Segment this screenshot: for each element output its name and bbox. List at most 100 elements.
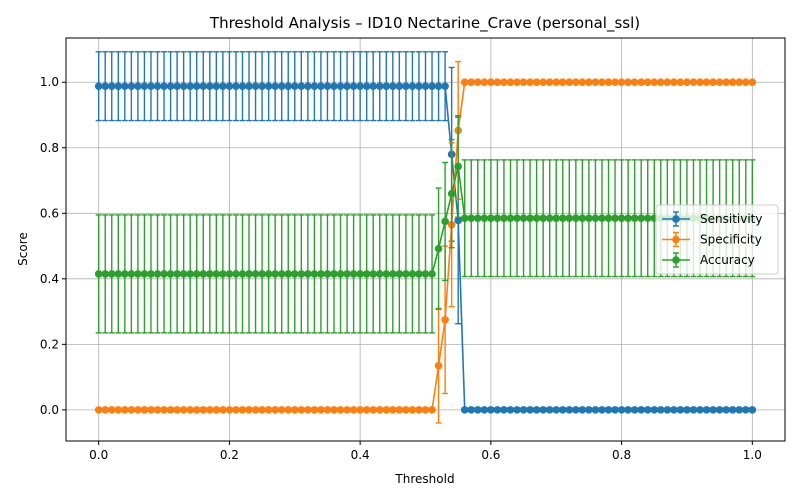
y-tick-label: 1.0 [40, 75, 59, 89]
y-tick-label: 0.4 [40, 272, 59, 286]
sensitivity-point [107, 82, 116, 90]
accuracy-point [140, 270, 149, 278]
sensitivity-point [349, 82, 358, 90]
sensitivity-point [304, 82, 312, 90]
sensitivity-point [545, 406, 554, 414]
accuracy-point [506, 214, 515, 223]
sensitivity-point [343, 82, 351, 90]
sensitivity-point [637, 406, 645, 414]
specificity-point [428, 406, 436, 414]
specificity-point [552, 78, 561, 87]
accuracy-point [552, 214, 561, 223]
sensitivity-point [741, 406, 750, 414]
sensitivity-point [336, 82, 345, 90]
x-tick-label: 0.0 [89, 448, 108, 462]
sensitivity-point [192, 82, 201, 90]
specificity-point [598, 78, 606, 87]
accuracy-point [441, 217, 449, 226]
sensitivity-point [140, 82, 149, 90]
accuracy-point [264, 270, 273, 278]
specificity-point [624, 78, 632, 87]
accuracy-point [421, 270, 430, 278]
accuracy-point [173, 270, 181, 278]
y-axis-label: Score [16, 232, 30, 266]
specificity-point [519, 78, 528, 87]
accuracy-point [323, 270, 332, 278]
sensitivity-point [179, 82, 188, 90]
accuracy-point [591, 214, 600, 223]
accuracy-point [343, 270, 351, 278]
specificity-point [434, 361, 443, 370]
legend-label-sensitivity: Sensitivity [700, 212, 762, 226]
sensitivity-point [473, 406, 482, 414]
specificity-point [591, 78, 600, 87]
sensitivity-point [696, 406, 704, 414]
specificity-point [173, 406, 181, 414]
specificity-point [199, 406, 208, 414]
specificity-point [362, 406, 371, 414]
specificity-point [107, 406, 116, 414]
legend-swatch-marker [672, 215, 680, 223]
accuracy-point [330, 270, 338, 278]
accuracy-point [513, 214, 521, 223]
specificity-point [696, 78, 704, 87]
sensitivity-point [493, 406, 502, 414]
sensitivity-point [506, 406, 515, 414]
specificity-point [532, 78, 541, 87]
accuracy-point [245, 270, 253, 278]
sensitivity-point [519, 406, 528, 414]
x-axis-label: Threshold [394, 472, 454, 486]
accuracy-point [487, 214, 495, 223]
sensitivity-point [258, 82, 266, 90]
specificity-point [572, 78, 580, 87]
accuracy-point [434, 244, 443, 253]
sensitivity-point [271, 82, 279, 90]
accuracy-point [121, 270, 129, 278]
sensitivity-point [565, 406, 574, 414]
specificity-point [473, 78, 482, 87]
x-tick-label: 0.8 [612, 448, 631, 462]
sensitivity-point [715, 406, 724, 414]
accuracy-point [630, 214, 639, 223]
specificity-point [545, 78, 554, 87]
accuracy-point [447, 189, 456, 198]
legend-label-specificity: Specificity [700, 233, 762, 247]
sensitivity-point [513, 406, 521, 414]
legend: Sensitivity Specificity Accuracy [655, 204, 779, 275]
specificity-point [604, 78, 613, 87]
sensitivity-point [94, 82, 103, 90]
specificity-point [264, 406, 273, 414]
sensitivity-point [657, 406, 665, 414]
legend-item-specificity: Specificity [662, 231, 762, 248]
sensitivity-point [683, 406, 691, 414]
sensitivity-point [375, 82, 384, 90]
accuracy-point [192, 270, 201, 278]
sensitivity-point [290, 82, 299, 90]
accuracy-point [480, 214, 489, 223]
accuracy-point [153, 270, 162, 278]
accuracy-point [206, 270, 214, 278]
accuracy-point [578, 214, 587, 223]
specificity-point [670, 78, 678, 87]
sensitivity-point [238, 82, 247, 90]
sensitivity-point [114, 82, 123, 90]
sensitivity-point [395, 82, 404, 90]
sensitivity-point [310, 82, 319, 90]
accuracy-point [94, 270, 103, 278]
series-specificity [94, 60, 757, 424]
specificity-point [526, 78, 534, 87]
specificity-point [258, 406, 266, 414]
legend-swatch-marker [672, 256, 680, 264]
sensitivity-point [402, 82, 410, 90]
specificity-point [487, 78, 495, 87]
specificity-point [127, 406, 136, 414]
specificity-point [408, 406, 417, 414]
sensitivity-point [415, 82, 423, 90]
x-tick-label: 0.6 [481, 448, 500, 462]
sensitivity-point [134, 82, 142, 90]
specificity-point [558, 78, 567, 87]
accuracy-point [304, 270, 312, 278]
accuracy-point [473, 214, 482, 223]
accuracy-point [258, 270, 266, 278]
